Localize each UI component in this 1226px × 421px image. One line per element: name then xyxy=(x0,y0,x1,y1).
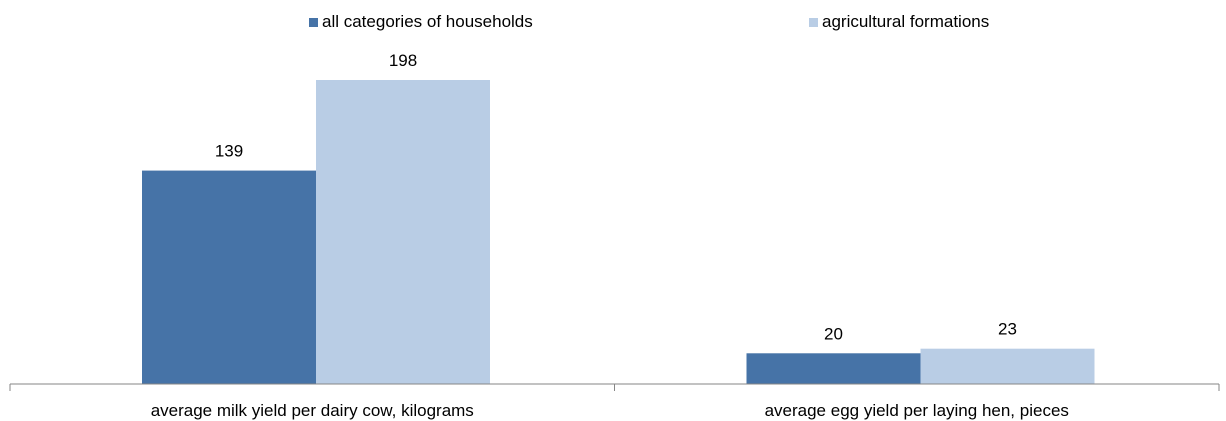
legend-label-agricultural-formations: agricultural formations xyxy=(822,12,990,31)
legend-swatch-agricultural-formations xyxy=(809,17,818,27)
bar-series-0-category-0 xyxy=(142,170,316,384)
bar-series-0-category-1 xyxy=(746,353,921,384)
x-axis-category-label-0: average milk yield per dairy cow, kilogr… xyxy=(151,401,474,420)
legend-swatch-all-categories xyxy=(309,17,318,27)
bar-series-1-category-1 xyxy=(920,348,1095,384)
data-label-series-0-category-1: 20 xyxy=(824,324,843,343)
legend-item-agricultural-formations: agricultural formations xyxy=(809,12,989,32)
x-axis-category-label-1: average egg yield per laying hen, pieces xyxy=(765,401,1069,420)
data-label-series-0-category-0: 139 xyxy=(215,142,243,161)
chart-legend: all categories of households agricultura… xyxy=(0,12,1226,36)
bar-series-1-category-0 xyxy=(316,80,490,384)
legend-label-all-categories: all categories of households xyxy=(322,12,533,31)
data-label-series-1-category-1: 23 xyxy=(998,320,1017,339)
legend-item-all-categories-of-households: all categories of households xyxy=(309,12,533,32)
data-label-series-1-category-0: 198 xyxy=(389,51,417,70)
